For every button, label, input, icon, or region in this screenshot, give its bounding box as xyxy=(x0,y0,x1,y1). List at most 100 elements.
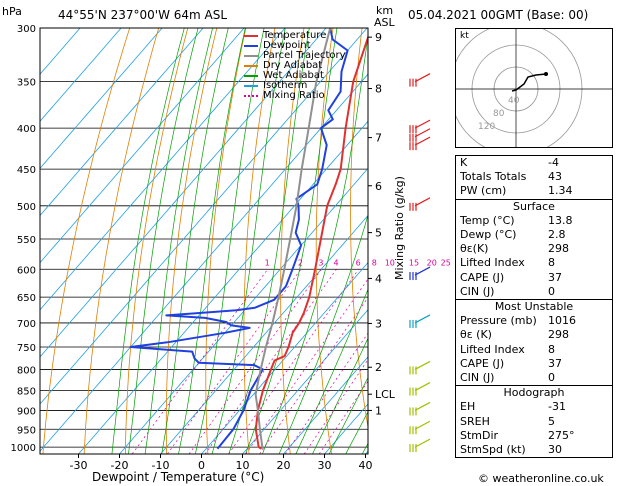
wet-adiabat-line xyxy=(345,411,368,454)
hodograph-end-marker xyxy=(544,72,548,76)
index-row: CIN (J) 0 xyxy=(456,285,612,299)
x-tick-label: 40 xyxy=(359,459,373,472)
most-unstable-box: Most Unstable Pressure (mb) 1016 θε (K) 298… xyxy=(455,299,613,386)
wind-barb xyxy=(409,128,431,142)
pressure-tick-label: 700 xyxy=(17,319,36,330)
surface-box: Surface Temp (°C) 13.8 Dewp (°C) 2.8 θε(K) 29… xyxy=(455,198,613,300)
index-row: Lifted Index 8 xyxy=(456,343,612,357)
wind-barb xyxy=(409,438,431,453)
index-row: StmDir 275° xyxy=(456,429,612,443)
legend-swatch xyxy=(244,65,258,67)
hodograph-trace xyxy=(511,73,547,92)
mixing-ratio-label: 10 xyxy=(385,258,395,267)
pressure-unit-label: hPa xyxy=(2,5,22,18)
dry-adiabat-line xyxy=(205,28,247,454)
dry-adiabat-line xyxy=(42,28,131,454)
wet-adiabat-line xyxy=(144,28,213,454)
km-tick-label: 9 xyxy=(375,31,382,44)
mixing-ratio-label: 6 xyxy=(356,258,361,267)
x-tick-label: 30 xyxy=(318,459,332,472)
index-value: 275° xyxy=(548,428,575,442)
hodograph-ring-label: 40 xyxy=(508,96,520,106)
pressure-tick-label: 900 xyxy=(17,406,36,417)
index-value: 5 xyxy=(548,414,555,428)
hodograph-ring-label: 120 xyxy=(478,122,495,132)
index-label: PW (cm) xyxy=(460,184,507,198)
mixing-ratio-label: 8 xyxy=(372,258,377,267)
isotherm-line xyxy=(159,214,368,454)
pressure-tick-label: 600 xyxy=(17,265,36,276)
index-label: Lifted Index xyxy=(460,256,525,270)
wind-barb xyxy=(409,420,431,435)
dry-adiabat-line xyxy=(624,28,629,457)
km-tick-label: 7 xyxy=(375,132,382,145)
wet-adiabat-line xyxy=(194,28,265,454)
index-label: StmDir xyxy=(460,428,499,442)
legend-label: Temperature xyxy=(263,30,327,41)
dry-adiabat-line xyxy=(280,28,305,454)
wet-adiabat-line xyxy=(312,337,368,454)
index-value: 0 xyxy=(548,284,555,298)
km-tick-label: 2 xyxy=(375,361,382,374)
dry-adiabat-line xyxy=(165,28,218,454)
plot-frame xyxy=(39,27,369,455)
pressure-tick-label: 300 xyxy=(17,24,36,35)
index-label: SREH xyxy=(460,414,490,428)
km-tick-label: 6 xyxy=(375,180,382,193)
wet-adiabat-line xyxy=(295,288,368,454)
dry-adiabat-line xyxy=(350,28,368,430)
wind-barb xyxy=(409,197,431,211)
x-tick-label: -30 xyxy=(70,459,88,472)
pressure-tick-label: 800 xyxy=(17,365,36,376)
index-label: Totals Totals xyxy=(460,170,527,184)
legend-entry: Isotherm xyxy=(244,81,346,91)
index-value: -31 xyxy=(548,400,566,414)
legend-entry: Temperature xyxy=(244,31,346,41)
legend-label: Mixing Ratio xyxy=(263,90,325,101)
index-value: 8 xyxy=(548,256,555,270)
mixing-ratio-line xyxy=(228,269,359,454)
wind-barb xyxy=(409,136,431,151)
mixing-ratio-line xyxy=(167,269,302,454)
legend-label: Dewpoint xyxy=(263,40,311,51)
mixing-ratio-label: 2 xyxy=(298,258,303,267)
index-row: StmSpd (kt) 30 xyxy=(456,443,612,457)
index-value: 30 xyxy=(548,443,562,457)
x-tick-label: 0 xyxy=(198,459,205,472)
wind-barb xyxy=(409,266,431,281)
mixing-ratio-label: 25 xyxy=(441,258,451,267)
km-tick-label: 1 xyxy=(375,404,382,417)
hodograph-unit-label: kt xyxy=(460,31,469,41)
index-row: K -4 xyxy=(456,156,612,170)
dewpoint-line xyxy=(129,28,349,450)
index-row: SREH 5 xyxy=(456,415,612,429)
legend-swatch xyxy=(244,35,258,37)
indices-table: K -4 Totals Totals 43 PW (cm) 1.34 Surface Te… xyxy=(455,155,613,459)
pressure-tick-label: 850 xyxy=(17,387,36,398)
index-label: CAPE (J) xyxy=(460,356,505,370)
mixing-ratio-label: 15 xyxy=(409,258,419,267)
index-value: 37 xyxy=(548,270,562,284)
parcel-trajectory-line xyxy=(254,28,332,449)
credit-label: © weatheronline.co.uk xyxy=(478,472,604,485)
asl-label: ASL xyxy=(374,16,395,29)
index-value: 298 xyxy=(548,242,569,256)
wind-barb xyxy=(409,119,431,134)
legend: Temperature Dewpoint Parcel Trajectory Dry … xyxy=(244,31,346,101)
index-row: Dewp (°C) 2.8 xyxy=(456,228,612,242)
index-label: θε(K) xyxy=(460,242,489,256)
hodograph-panel: kt 40 80 120 xyxy=(449,22,613,156)
datetime-label: 05.04.2021 00GMT (Base: 00) xyxy=(408,8,589,22)
isotherm-line xyxy=(40,28,204,217)
mixing-ratio-label: 4 xyxy=(334,258,339,267)
dry-adiabat-line xyxy=(125,28,189,454)
legend-swatch xyxy=(244,75,258,77)
pressure-tick-label: 500 xyxy=(17,202,36,213)
legend-swatch xyxy=(244,45,258,47)
index-label: Pressure (mb) xyxy=(460,314,537,328)
index-value: 0 xyxy=(548,371,555,385)
index-label: StmSpd (kt) xyxy=(460,443,526,457)
km-tick-label: 3 xyxy=(375,317,382,330)
